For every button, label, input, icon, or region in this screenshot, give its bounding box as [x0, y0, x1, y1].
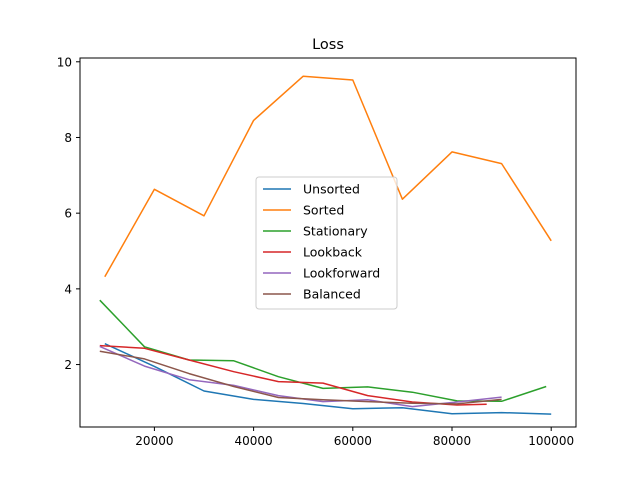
series-line-1 — [104, 75, 552, 278]
legend-label-4: Lookforward — [303, 266, 380, 281]
legend-box — [255, 176, 398, 310]
series-line-2 — [99, 299, 547, 403]
x-tick-label-0: 20000 — [135, 434, 173, 448]
chart-title: Loss — [312, 37, 344, 53]
x-axis: 20000 40000 60000 80000 100000 — [135, 427, 574, 448]
legend-label-0: Unsorted — [303, 182, 360, 197]
legend: Unsorted Sorted Stationary Lookback Lookforw… — [255, 176, 398, 310]
x-tick-label-4: 100000 — [528, 434, 574, 448]
x-tick-label-3: 80000 — [433, 434, 471, 448]
legend-label-2: Stationary — [303, 224, 368, 239]
y-tick-label-3: 8 — [64, 131, 72, 145]
legend-label-5: Balanced — [303, 287, 361, 302]
legend-label-1: Sorted — [303, 203, 344, 218]
y-tick-label-1: 4 — [64, 282, 72, 296]
plot-frame — [79, 57, 577, 428]
series-layer — [99, 75, 552, 415]
y-tick-label-2: 6 — [64, 207, 72, 221]
series-line-5 — [99, 350, 502, 405]
x-tick-label-1: 40000 — [235, 434, 273, 448]
series-line-0 — [104, 343, 552, 415]
y-axis: 2 4 6 8 10 — [57, 55, 80, 372]
x-tick-label-2: 60000 — [334, 434, 372, 448]
legend-label-3: Lookback — [303, 245, 363, 260]
y-tick-label-4: 10 — [57, 55, 72, 69]
y-tick-label-0: 2 — [64, 358, 72, 372]
